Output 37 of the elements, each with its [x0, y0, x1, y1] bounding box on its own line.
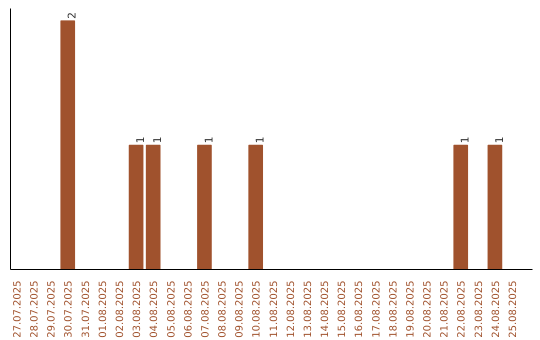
- data-label: 1: [202, 136, 216, 144]
- x-tick-label: 22.08.2025: [456, 280, 468, 338]
- x-tick-label: 24.08.2025: [490, 280, 502, 338]
- data-label: 1: [151, 136, 164, 144]
- data-label: 1: [492, 136, 506, 144]
- x-tick-label: 09.08.2025: [234, 280, 246, 338]
- x-tick-label: 31.07.2025: [80, 280, 92, 338]
- x-tick-label: 28.07.2025: [30, 280, 41, 338]
- x-tick-label: 08.08.2025: [218, 280, 229, 338]
- x-tick-label: 16.08.2025: [354, 280, 366, 338]
- x-tick-label: 30.07.2025: [64, 280, 75, 338]
- x-tick-label: 17.08.2025: [371, 280, 382, 338]
- data-label: 1: [254, 136, 267, 144]
- x-tick-label: 01.08.2025: [98, 280, 109, 338]
- data-label: 2: [66, 12, 79, 19]
- x-tick-label: 20.08.2025: [422, 280, 434, 338]
- x-tick-label: 06.08.2025: [183, 280, 194, 338]
- x-tick-label: 11.08.2025: [268, 280, 280, 338]
- x-tick-label: 18.08.2025: [388, 280, 400, 338]
- x-tick-label: 10.08.2025: [252, 280, 263, 338]
- x-tick-label: 12.08.2025: [286, 280, 297, 338]
- x-tick-label: 04.08.2025: [149, 280, 160, 338]
- x-tick-label: 25.08.2025: [508, 280, 519, 338]
- x-tick-label: 15.08.2025: [337, 280, 348, 338]
- x-tick-label: 02.08.2025: [115, 280, 126, 338]
- x-tick-label: 03.08.2025: [132, 280, 144, 338]
- x-tick-label: 13.08.2025: [302, 280, 314, 338]
- x-tick-label: 19.08.2025: [405, 280, 416, 338]
- x-tick-label: 23.08.2025: [474, 280, 485, 338]
- x-tick-label: 07.08.2025: [200, 280, 212, 338]
- data-label: 1: [134, 136, 148, 144]
- x-tick-label: 14.08.2025: [320, 280, 332, 338]
- data-label: 1: [458, 136, 472, 144]
- x-tick-label: 27.07.2025: [12, 280, 24, 338]
- x-tick-label: 29.07.2025: [46, 280, 58, 338]
- x-tick-label: 05.08.2025: [166, 280, 178, 338]
- x-tick-label: 21.08.2025: [440, 280, 451, 338]
